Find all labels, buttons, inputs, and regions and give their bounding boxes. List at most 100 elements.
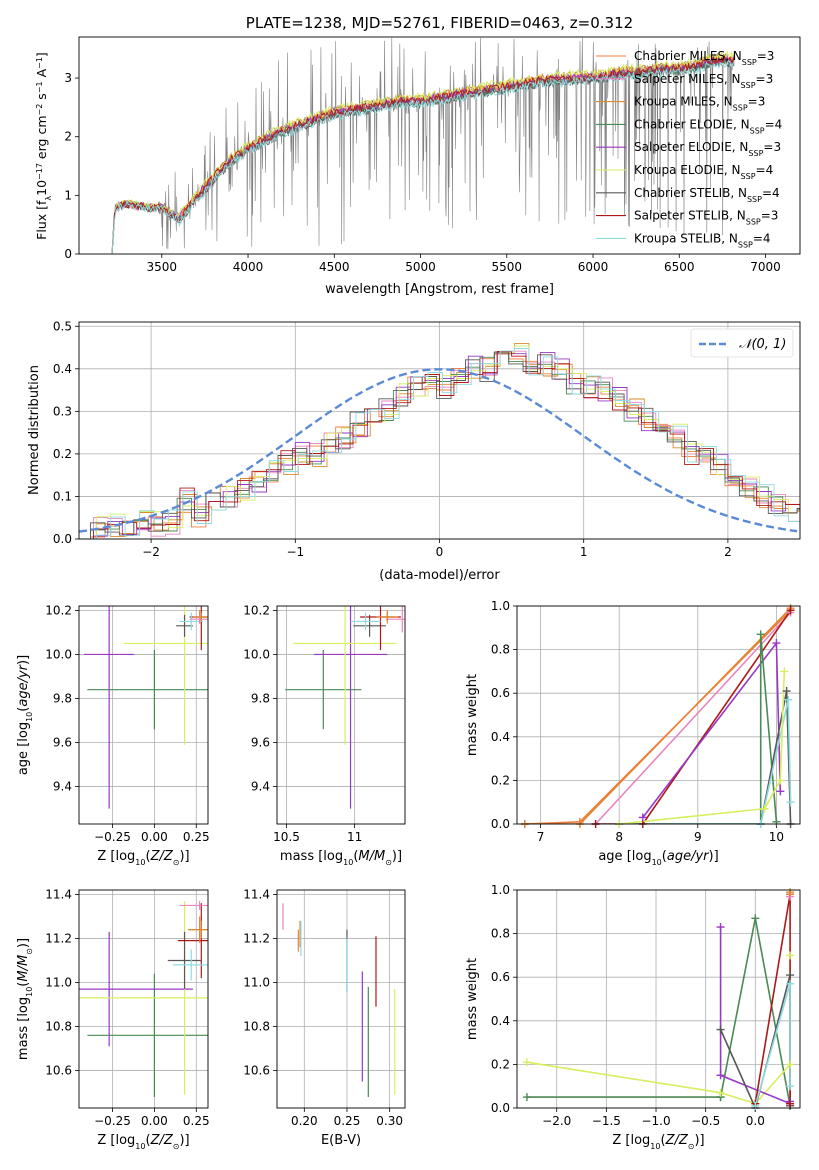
age_vs_Z-xlabel: Z [log10(Z/Z⊙)] (97, 849, 189, 867)
mass_weight_vs_age-xtick-label: 8 (615, 830, 623, 844)
mass_weight_vs_Z-line-salpeter-elodie-marker (716, 923, 725, 932)
mass_weight_vs_age-ylabel: mass weight (465, 674, 480, 756)
age_vs_mass-point-kroupa-elodie (293, 606, 397, 745)
mass_weight_vs_age-line-kroupa-stelib-marker (784, 695, 793, 704)
mass_vs_ebv-ytick-label: 11.0 (243, 975, 270, 989)
age_vs_mass-xtick-label: 10.5 (273, 830, 300, 844)
age_vs_mass-xtick-label: 11 (347, 830, 362, 844)
residuals-xtick-label: 0 (436, 545, 444, 559)
mass_vs_Z-point-chabrier-elodie (87, 973, 208, 1097)
spectrum-frame (78, 36, 801, 255)
mass_weight_vs_Z-plot-area (526, 894, 791, 1108)
legend-label-chabrier-miles: Chabrier MILES, NSSP=3 (634, 49, 774, 67)
residuals-ytick-label: 0.4 (53, 362, 72, 376)
mass_weight_vs_Z-line-chabrier-elodie-marker (522, 1093, 531, 1102)
mass_weight_vs_Z-line-chabrier-stelib-marker (716, 1025, 725, 1034)
age_vs_Z-point-salpeter-elodie (84, 606, 135, 809)
mass_weight_vs_Z-line-kroupa-elodie-marker (786, 1060, 795, 1069)
mass_weight_vs_age-frame (516, 605, 801, 825)
mass_weight_vs_age-xtick-label: 9 (694, 830, 702, 844)
mass_weight_vs_age-plot-area (524, 607, 792, 824)
mass_weight_vs_Z-line-chabrier-elodie (526, 918, 791, 1106)
mass_weight_vs_age-xtick-label: 7 (537, 830, 545, 844)
mass_weight_vs_age-line-kroupa-stelib (619, 699, 792, 824)
mass_vs_ebv-xtick-label: 0.30 (376, 1114, 403, 1128)
residuals-ytick-label: 0.3 (53, 404, 72, 418)
mass_weight_vs_age-line-kroupa-stelib-marker (786, 798, 795, 807)
residual-ylabel: Normed distribution (27, 365, 42, 495)
spectrum-xtick-label: 5000 (405, 260, 436, 274)
age_vs_Z-plot-area (84, 606, 208, 809)
mass_weight_vs_age-line-chabrier-elodie-marker (756, 630, 765, 639)
mass_weight_vs_age-line-chabrier-miles (524, 609, 792, 824)
mass_vs_ebv-frame (276, 889, 406, 1109)
mass_vs_Z-point-chabrier-stelib (167, 931, 202, 990)
residual-legend-label: 𝒩(0, 1) (739, 337, 786, 352)
model-line-kroupa-elodie (111, 50, 735, 254)
residuals-plot-area (79, 343, 800, 539)
mass_vs_Z-point-salpeter-stelib (177, 903, 208, 979)
mass_vs_Z-xtick-label: 0.25 (183, 1114, 210, 1128)
age_vs_mass-frame (276, 605, 406, 825)
mass_weight_vs_age-xlabel: age [log10(age/yr)] (598, 849, 718, 867)
mass_weight_vs_age-ytick-label: 0.8 (491, 643, 510, 657)
age_vs_mass-ytick-label: 10.2 (243, 603, 270, 617)
age_vs_mass-point-salpeter-miles (385, 606, 405, 633)
residuals-xtick-label: 2 (724, 545, 732, 559)
mass_weight_vs_Z-line-kroupa-elodie (526, 955, 791, 1105)
mass_weight_vs_age-line-salpeter-miles (595, 611, 792, 824)
mass_weight_vs_age-line-salpeter-elodie-marker (776, 787, 785, 796)
age_vs_mass-ytick-label: 9.4 (251, 780, 270, 794)
mass_vs_Z-ylabel: mass [log10(M/M⊙)] (16, 938, 34, 1060)
spectrum-plot-area (111, 37, 735, 254)
mass_weight_vs_Z-xtick-label: −1.0 (641, 1114, 670, 1128)
mass_vs_Z-ytick-label: 11.4 (45, 887, 72, 901)
age_vs_mass-ytick-label: 9.8 (251, 691, 270, 705)
mass_weight_vs_age-line-kroupa-elodie-marker (760, 804, 769, 813)
age_vs_Z-point-kroupa-miles (194, 612, 208, 622)
model-line-kroupa-stelib (111, 59, 735, 254)
mass_weight_vs_age-line-salpeter-elodie (642, 640, 782, 818)
mass_weight_vs_Z-ylabel: mass weight (465, 958, 480, 1040)
mass_weight_vs_Z-line-salpeter-stelib (754, 894, 791, 1104)
legend-label-salpeter-miles: Salpeter MILES, NSSP=3 (634, 72, 773, 90)
legend-label-kroupa-stelib: Kroupa STELIB, NSSP=4 (634, 231, 771, 249)
mass_weight_vs_age-line-salpeter-elodie-marker (772, 639, 781, 648)
residual-xlabel: (data-model)/error (379, 568, 500, 583)
residual-legend-box (690, 328, 794, 358)
mass_weight_vs_Z-line-kroupa-stelib-marker (786, 1082, 795, 1091)
mass_weight_vs_Z-line-chabrier-stelib-marker (786, 971, 795, 980)
spectrum-ytick-label: 1 (64, 188, 72, 202)
residuals-xtick-label: 1 (580, 545, 588, 559)
legend-label-kroupa-elodie: Kroupa ELODIE, NSSP=4 (634, 163, 773, 181)
mass_weight_vs_Z-ytick-label: 0.0 (491, 1101, 510, 1115)
spectrum-xlabel: wavelength [Angstrom, rest frame] (325, 282, 554, 297)
age_vs_Z-xtick-label: 0.25 (183, 830, 210, 844)
model-line-salpeter-stelib (111, 54, 735, 254)
age_vs_Z-point-chabrier-elodie (87, 650, 208, 730)
spectrum-xtick-label: 3500 (147, 260, 178, 274)
residuals-ytick-label: 0.2 (53, 447, 72, 461)
residuals-xtick-label: −1 (286, 545, 304, 559)
mass_vs_ebv-ytick-label: 10.8 (243, 1020, 270, 1034)
mass_weight_vs_age-ytick-label: 0.0 (491, 817, 510, 831)
mass_weight_vs_age-line-chabrier-miles-marker (575, 817, 584, 826)
residuals-ytick-label: 0.5 (53, 319, 72, 333)
mass_vs_ebv-xtick-label: 0.20 (291, 1114, 318, 1128)
mass_weight_vs_Z-line-chabrier-elodie-marker (751, 914, 760, 923)
hist-chabrier-stelib (79, 351, 800, 539)
age_vs_Z-point-chabrier-stelib (176, 614, 193, 637)
residuals-ytick-label: 0.0 (53, 532, 72, 546)
hist-salpeter-stelib (79, 351, 800, 539)
mass_weight_vs_Z-ytick-label: 1.0 (491, 883, 510, 897)
hist-salpeter-miles (79, 350, 800, 539)
mass_vs_ebv-ytick-label: 10.6 (243, 1064, 270, 1078)
age_vs_Z-xtick-label: −0.25 (94, 830, 131, 844)
age_vs_Z-ylabel: age [log10(age/yr)] (16, 655, 34, 775)
mass_weight_vs_Z-ytick-label: 0.8 (491, 927, 510, 941)
mass_vs_ebv-xtick-label: 0.25 (334, 1114, 361, 1128)
spectrum-ytick-label: 2 (64, 130, 72, 144)
mass_weight_vs_age-line-chabrier-elodie (619, 634, 778, 824)
mass_vs_Z-point-kroupa-stelib (172, 949, 208, 981)
mass_weight_vs_age-line-kroupa-elodie-marker (780, 667, 789, 676)
